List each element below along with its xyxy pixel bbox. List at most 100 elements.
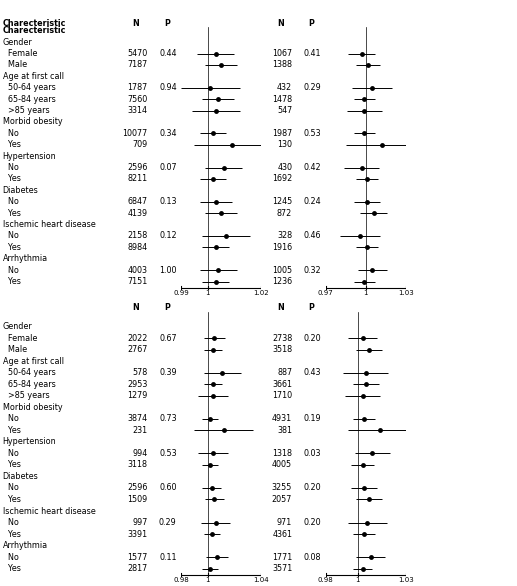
Text: 65-84 years: 65-84 years bbox=[3, 94, 55, 104]
Text: 0.20: 0.20 bbox=[304, 333, 322, 343]
Text: 872: 872 bbox=[277, 209, 292, 217]
Text: 0.29: 0.29 bbox=[159, 518, 177, 527]
Text: 4005: 4005 bbox=[272, 461, 292, 469]
Text: Female: Female bbox=[3, 49, 37, 58]
Text: 0.08: 0.08 bbox=[304, 553, 322, 561]
Text: 0.19: 0.19 bbox=[304, 414, 322, 423]
Text: 3661: 3661 bbox=[272, 380, 292, 389]
Text: 547: 547 bbox=[277, 106, 292, 115]
Text: No: No bbox=[3, 231, 19, 240]
Text: Charecteristic: Charecteristic bbox=[3, 26, 66, 35]
Text: 1987: 1987 bbox=[272, 129, 292, 138]
Text: 1771: 1771 bbox=[272, 553, 292, 561]
Text: 3314: 3314 bbox=[128, 106, 147, 115]
Text: Ischemic heart disease: Ischemic heart disease bbox=[3, 506, 95, 516]
Text: Morbid obesity: Morbid obesity bbox=[3, 403, 62, 412]
Text: 65-84 years: 65-84 years bbox=[3, 380, 55, 389]
Text: 887: 887 bbox=[277, 368, 292, 377]
Text: 0.03: 0.03 bbox=[304, 449, 322, 458]
Text: 3391: 3391 bbox=[127, 530, 147, 539]
Text: Diabetes: Diabetes bbox=[3, 472, 38, 481]
Text: 578: 578 bbox=[132, 368, 147, 377]
Text: Yes: Yes bbox=[3, 175, 21, 183]
Text: 0.07: 0.07 bbox=[159, 163, 177, 172]
Text: No: No bbox=[3, 414, 19, 423]
Text: 0.20: 0.20 bbox=[304, 518, 322, 527]
Text: 2767: 2767 bbox=[127, 345, 147, 354]
Text: Yes: Yes bbox=[3, 243, 21, 252]
Text: No: No bbox=[3, 483, 19, 492]
Text: 709: 709 bbox=[132, 140, 147, 149]
Text: 1478: 1478 bbox=[272, 94, 292, 104]
Text: 0.73: 0.73 bbox=[159, 414, 177, 423]
Text: Yes: Yes bbox=[3, 530, 21, 539]
Text: 0.44: 0.44 bbox=[159, 49, 177, 58]
Text: Gender: Gender bbox=[3, 322, 33, 331]
Text: 2817: 2817 bbox=[127, 564, 147, 573]
Text: 0.32: 0.32 bbox=[304, 265, 322, 275]
Text: P: P bbox=[309, 304, 314, 312]
Text: Arrhythmia: Arrhythmia bbox=[3, 541, 48, 550]
Text: 1005: 1005 bbox=[272, 265, 292, 275]
Text: N: N bbox=[277, 19, 284, 28]
Text: Age at first call: Age at first call bbox=[3, 72, 64, 81]
Text: 0.11: 0.11 bbox=[159, 553, 177, 561]
Text: N: N bbox=[132, 304, 139, 312]
Text: 994: 994 bbox=[132, 449, 147, 458]
Text: Yes: Yes bbox=[3, 564, 21, 573]
Text: 1509: 1509 bbox=[127, 495, 147, 504]
Text: 1245: 1245 bbox=[272, 197, 292, 206]
Text: P: P bbox=[309, 19, 314, 28]
Text: 1388: 1388 bbox=[272, 60, 292, 69]
Text: 0.98: 0.98 bbox=[318, 577, 333, 583]
Text: 7151: 7151 bbox=[127, 277, 147, 286]
Text: Hypertension: Hypertension bbox=[3, 152, 56, 161]
Text: N: N bbox=[277, 304, 284, 312]
Text: 1.03: 1.03 bbox=[398, 577, 414, 583]
Text: 1787: 1787 bbox=[127, 83, 147, 92]
Text: 0.42: 0.42 bbox=[304, 163, 322, 172]
Text: 2596: 2596 bbox=[127, 483, 147, 492]
Text: P: P bbox=[164, 19, 170, 28]
Text: 328: 328 bbox=[277, 231, 292, 240]
Text: 0.94: 0.94 bbox=[159, 83, 177, 92]
Text: 0.60: 0.60 bbox=[159, 483, 177, 492]
Text: 7187: 7187 bbox=[127, 60, 147, 69]
Text: P: P bbox=[164, 304, 170, 312]
Text: No: No bbox=[3, 129, 19, 138]
Text: Male: Male bbox=[3, 60, 27, 69]
Text: 3118: 3118 bbox=[128, 461, 147, 469]
Text: 1: 1 bbox=[205, 577, 210, 583]
Text: 1577: 1577 bbox=[127, 553, 147, 561]
Text: 4003: 4003 bbox=[128, 265, 147, 275]
Text: 0.13: 0.13 bbox=[159, 197, 177, 206]
Text: 0.46: 0.46 bbox=[304, 231, 322, 240]
Text: 1: 1 bbox=[205, 289, 210, 296]
Text: Male: Male bbox=[3, 345, 27, 354]
Text: N: N bbox=[132, 19, 139, 28]
Text: 0.99: 0.99 bbox=[173, 289, 189, 296]
Text: No: No bbox=[3, 163, 19, 172]
Text: 4361: 4361 bbox=[272, 530, 292, 539]
Text: 2022: 2022 bbox=[127, 333, 147, 343]
Text: 0.53: 0.53 bbox=[159, 449, 177, 458]
Text: 0.98: 0.98 bbox=[173, 577, 189, 583]
Text: 8211: 8211 bbox=[127, 175, 147, 183]
Text: 1318: 1318 bbox=[272, 449, 292, 458]
Text: 2158: 2158 bbox=[127, 231, 147, 240]
Text: No: No bbox=[3, 197, 19, 206]
Text: 381: 381 bbox=[277, 426, 292, 435]
Text: Female: Female bbox=[3, 333, 37, 343]
Text: 231: 231 bbox=[132, 426, 147, 435]
Text: 3255: 3255 bbox=[272, 483, 292, 492]
Text: Yes: Yes bbox=[3, 461, 21, 469]
Text: 432: 432 bbox=[277, 83, 292, 92]
Text: 997: 997 bbox=[132, 518, 147, 527]
Text: Ischemic heart disease: Ischemic heart disease bbox=[3, 220, 95, 229]
Text: 1279: 1279 bbox=[127, 391, 147, 400]
Text: 1916: 1916 bbox=[272, 243, 292, 252]
Text: 0.24: 0.24 bbox=[304, 197, 322, 206]
Text: 50-64 years: 50-64 years bbox=[3, 83, 55, 92]
Text: 971: 971 bbox=[277, 518, 292, 527]
Text: 0.12: 0.12 bbox=[159, 231, 177, 240]
